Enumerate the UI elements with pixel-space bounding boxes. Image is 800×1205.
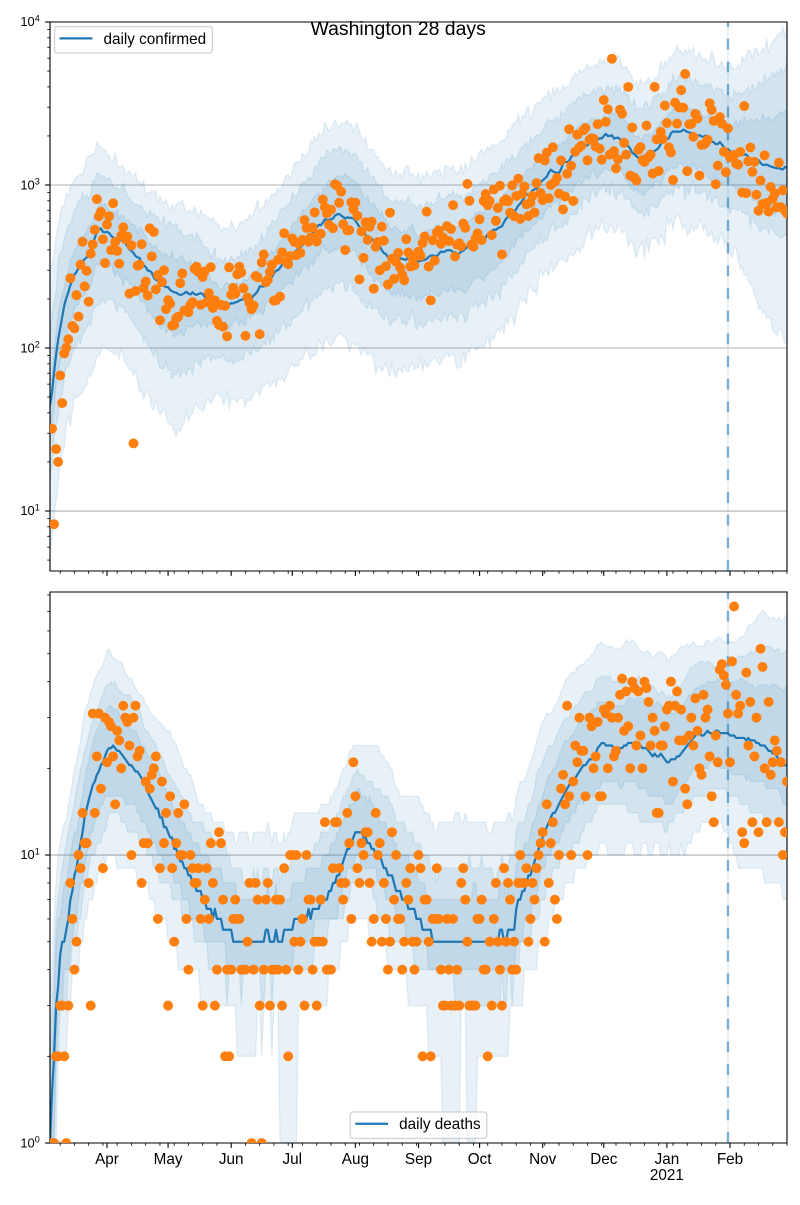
svg-text:1 0 1: 1 0 1 xyxy=(20,839,41,864)
svg-text:1 0 2: 1 0 2 xyxy=(20,332,41,357)
svg-text:Sep: Sep xyxy=(405,1151,432,1168)
svg-text:1 0 3: 1 0 3 xyxy=(20,169,41,194)
svg-text:May: May xyxy=(154,1151,183,1168)
svg-text:Aug: Aug xyxy=(342,1151,369,1168)
svg-text:daily deaths: daily deaths xyxy=(399,1116,481,1133)
svg-text:1 0 4: 1 0 4 xyxy=(20,6,41,31)
svg-text:Washington 28 days: Washington 28 days xyxy=(310,18,486,40)
svg-text:Feb: Feb xyxy=(717,1151,743,1168)
svg-text:1 0 0: 1 0 0 xyxy=(20,1127,41,1152)
svg-text:daily confirmed: daily confirmed xyxy=(103,31,206,48)
svg-text:Jan: Jan xyxy=(655,1151,680,1168)
svg-text:Jul: Jul xyxy=(283,1151,303,1168)
svg-text:Apr: Apr xyxy=(95,1151,119,1168)
svg-text:Oct: Oct xyxy=(468,1151,493,1168)
svg-text:Dec: Dec xyxy=(590,1151,618,1168)
svg-text:2021: 2021 xyxy=(650,1167,684,1184)
svg-text:Nov: Nov xyxy=(529,1151,557,1168)
svg-text:Jun: Jun xyxy=(219,1151,244,1168)
svg-text:1 0 1: 1 0 1 xyxy=(20,495,41,520)
